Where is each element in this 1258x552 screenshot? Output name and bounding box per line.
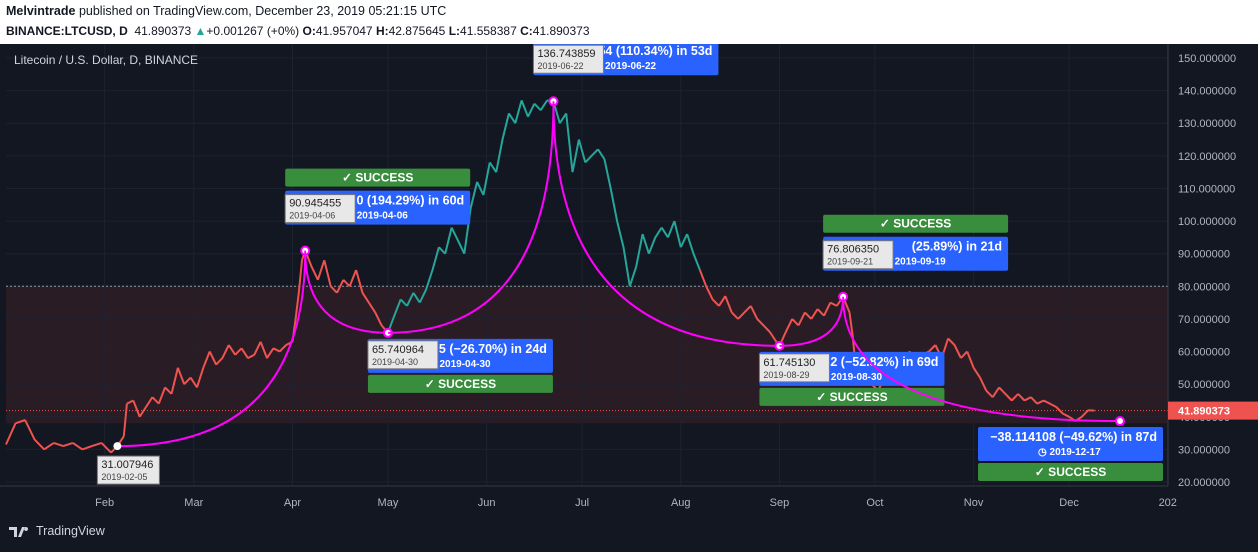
x-tick-label: Dec xyxy=(1059,497,1079,509)
y-tick-label: 50.000000 xyxy=(1178,379,1230,391)
x-tick-label: 202 xyxy=(1159,497,1177,509)
tradingview-logo-icon xyxy=(9,527,29,537)
pattern-arc xyxy=(304,250,388,334)
pattern-date-text: ◷ 2019-12-17 xyxy=(1038,447,1101,458)
price-change: +0.001267 (+0%) xyxy=(206,24,300,38)
pattern-date-text: ◷ 2019-09-19 xyxy=(883,257,946,268)
success-text: ✓ SUCCESS xyxy=(425,377,496,391)
y-tick-label: 100.000000 xyxy=(1178,216,1236,228)
pattern-date-text: ◷ 2019-06-22 xyxy=(593,61,656,72)
footer-bar xyxy=(0,516,1258,552)
point-label-box xyxy=(532,44,604,74)
low-label: L: xyxy=(448,24,461,38)
high-label: H: xyxy=(375,24,389,38)
pattern-arc xyxy=(779,296,845,347)
success-text: ✓ SUCCESS xyxy=(1035,465,1106,479)
success-badge xyxy=(285,168,471,187)
point-label-date: 2019-06-22 xyxy=(537,61,583,71)
pattern-date-text: ◷ 2019-04-06 xyxy=(345,211,408,222)
point-label-box xyxy=(284,194,356,224)
pattern-date-text: ◷ 2019-08-30 xyxy=(819,372,882,383)
x-tick-label: Feb xyxy=(95,497,114,509)
y-tick-label: 20.000000 xyxy=(1178,477,1230,489)
y-tick-label: 90.000000 xyxy=(1178,249,1230,261)
y-tick-label: 110.000000 xyxy=(1178,183,1235,195)
success-text: ✓ SUCCESS xyxy=(342,171,413,185)
x-tick-label: Jun xyxy=(478,497,496,509)
close-label: C: xyxy=(520,24,533,38)
pattern-startpoint[interactable] xyxy=(113,442,122,451)
pattern-change-text: 75 (−26.70%) in 24d xyxy=(432,342,547,356)
pattern-arc xyxy=(387,101,555,334)
last-price-label: 41.890373 xyxy=(1178,406,1230,418)
price-chart[interactable]: 0 (194.29%) in 60d◷ 2019-04-0690.9454552… xyxy=(0,44,1258,516)
open-value: 41.957047 xyxy=(315,24,373,38)
x-tick-label: Sep xyxy=(770,497,790,509)
x-tick-label: Jul xyxy=(575,497,589,509)
publish-header: Melvintrade published on TradingView.com… xyxy=(0,0,1258,44)
y-tick-label: 130.000000 xyxy=(1178,118,1236,130)
success-text: ✓ SUCCESS xyxy=(816,390,887,404)
point-label-date: 2019-09-21 xyxy=(827,257,873,267)
point-label-price: 76.806350 xyxy=(827,244,879,256)
pattern-arc xyxy=(842,296,1121,423)
y-tick-label: 60.000000 xyxy=(1178,347,1230,359)
open-label: O: xyxy=(302,24,316,38)
pattern-endpoint[interactable] xyxy=(1115,416,1125,427)
publisher-name[interactable]: Melvintrade xyxy=(6,4,76,18)
close-value: 41.890373 xyxy=(532,24,590,38)
x-tick-label: Aug xyxy=(671,497,691,509)
success-badge xyxy=(759,387,945,406)
point-label-price: 90.945455 xyxy=(289,198,341,210)
success-badge xyxy=(978,463,1163,482)
pattern-band xyxy=(6,286,1168,424)
point-label-date: 2019-04-06 xyxy=(289,211,335,221)
point-label-price: 61.745130 xyxy=(763,357,815,369)
point-label-box xyxy=(758,353,830,383)
y-tick-label: 150.000000 xyxy=(1178,53,1236,65)
tradingview-logo[interactable]: TradingView xyxy=(8,524,105,538)
point-label-box xyxy=(96,455,160,485)
publish-line: Melvintrade published on TradingView.com… xyxy=(6,4,446,18)
y-tick-label: 70.000000 xyxy=(1178,314,1230,326)
point-label-price: 65.740964 xyxy=(372,344,424,356)
point-label-price: 31.007946 xyxy=(101,459,153,471)
pattern-change-text: 0 (194.29%) in 60d xyxy=(356,194,464,208)
success-badge xyxy=(823,214,1009,233)
x-tick-label: Apr xyxy=(284,497,301,509)
low-value: 41.558387 xyxy=(460,24,517,38)
pattern-arc xyxy=(552,101,780,347)
tradingview-brand: TradingView xyxy=(36,524,105,538)
last-price: 41.890373 xyxy=(134,24,192,38)
success-text: ✓ SUCCESS xyxy=(880,217,951,231)
pattern-change-text: (25.89%) in 21d xyxy=(912,240,1002,254)
symbol-line: BINANCE:LTCUSD, D 41.890373 ▲+0.001267 (… xyxy=(6,24,590,38)
y-tick-label: 120.000000 xyxy=(1178,151,1236,163)
y-tick-label: 30.000000 xyxy=(1178,444,1230,456)
point-label-date: 2019-04-30 xyxy=(372,357,418,367)
pattern-info-box[interactable] xyxy=(978,427,1163,462)
x-tick-label: Mar xyxy=(184,497,203,509)
y-tick-label: 140.000000 xyxy=(1178,86,1236,98)
pattern-arc xyxy=(117,250,307,448)
point-label-box xyxy=(822,240,894,270)
last-price-tag xyxy=(1168,401,1258,420)
price-line-teal xyxy=(386,99,701,334)
y-tick-label: 80.000000 xyxy=(1178,281,1230,293)
pattern-change-text: −38.114108 (−49.62%) in 87d xyxy=(990,430,1157,444)
high-value: 42.875645 xyxy=(388,24,446,38)
success-badge xyxy=(367,374,553,393)
point-label-date: 2019-02-05 xyxy=(101,472,147,482)
chart-title: Litecoin / U.S. Dollar, D, BINANCE xyxy=(14,53,198,67)
change-arrow-icon: ▲ xyxy=(194,24,207,38)
publish-info: published on TradingView.com, December 2… xyxy=(75,4,447,18)
symbol-name: BINANCE:LTCUSD, D xyxy=(6,24,128,38)
point-label-price: 136.743859 xyxy=(537,48,595,60)
x-tick-label: Nov xyxy=(964,497,984,509)
pattern-date-text: ◷ 2019-04-30 xyxy=(428,359,491,370)
x-tick-label: May xyxy=(378,497,399,509)
point-label-date: 2019-08-29 xyxy=(763,370,809,380)
x-tick-label: Oct xyxy=(866,497,883,509)
point-label-box xyxy=(367,340,439,370)
